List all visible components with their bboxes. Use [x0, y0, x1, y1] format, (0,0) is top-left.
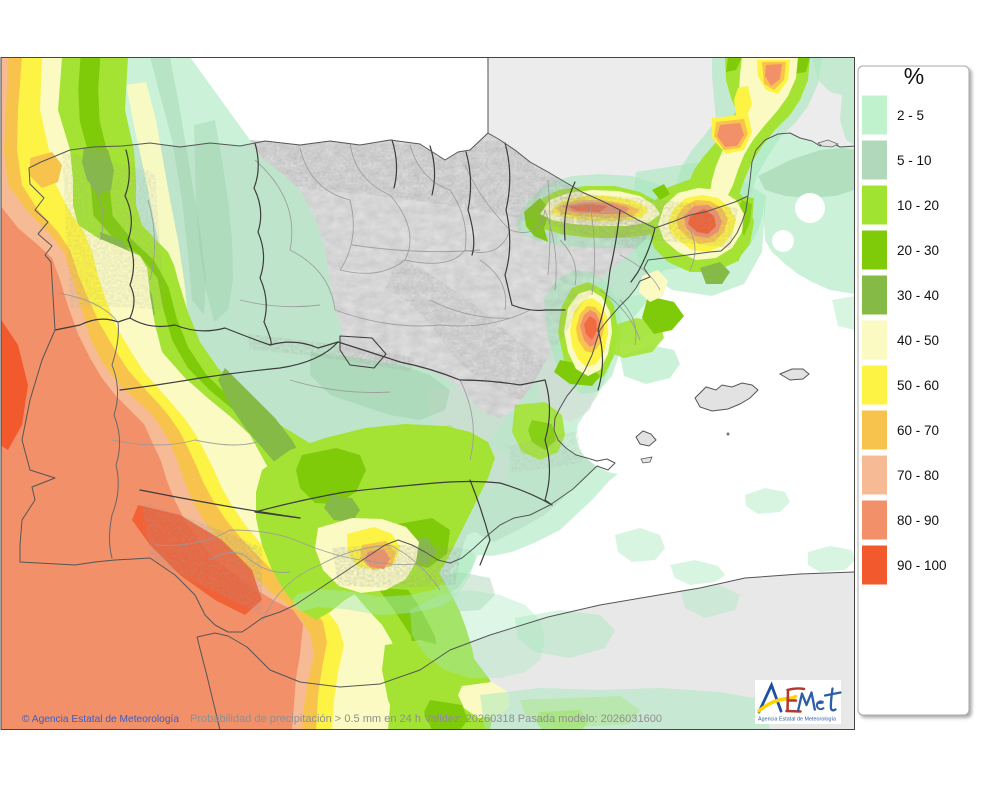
svg-text:Probabilidad de precipitación: Probabilidad de precipitación > 0.5 mm e…: [190, 713, 662, 725]
svg-text:%: %: [904, 63, 924, 89]
svg-text:5 - 10: 5 - 10: [897, 153, 932, 168]
svg-text:2 - 5: 2 - 5: [897, 108, 924, 123]
svg-text:30 - 40: 30 - 40: [897, 288, 939, 303]
svg-text:60 - 70: 60 - 70: [897, 423, 939, 438]
svg-text:90 - 100: 90 - 100: [897, 558, 947, 573]
svg-text:© Agencia Estatal de Meteorolo: © Agencia Estatal de Meteorología: [22, 713, 179, 725]
svg-text:40 - 50: 40 - 50: [897, 333, 939, 348]
svg-text:50 - 60: 50 - 60: [897, 378, 939, 393]
svg-text:10 - 20: 10 - 20: [897, 198, 939, 213]
svg-text:Agencia Estatal de Meteorologí: Agencia Estatal de Meteorología: [758, 717, 836, 723]
svg-text:70 - 80: 70 - 80: [897, 468, 939, 483]
svg-text:20 - 30: 20 - 30: [897, 243, 939, 258]
svg-text:80 - 90: 80 - 90: [897, 513, 939, 528]
